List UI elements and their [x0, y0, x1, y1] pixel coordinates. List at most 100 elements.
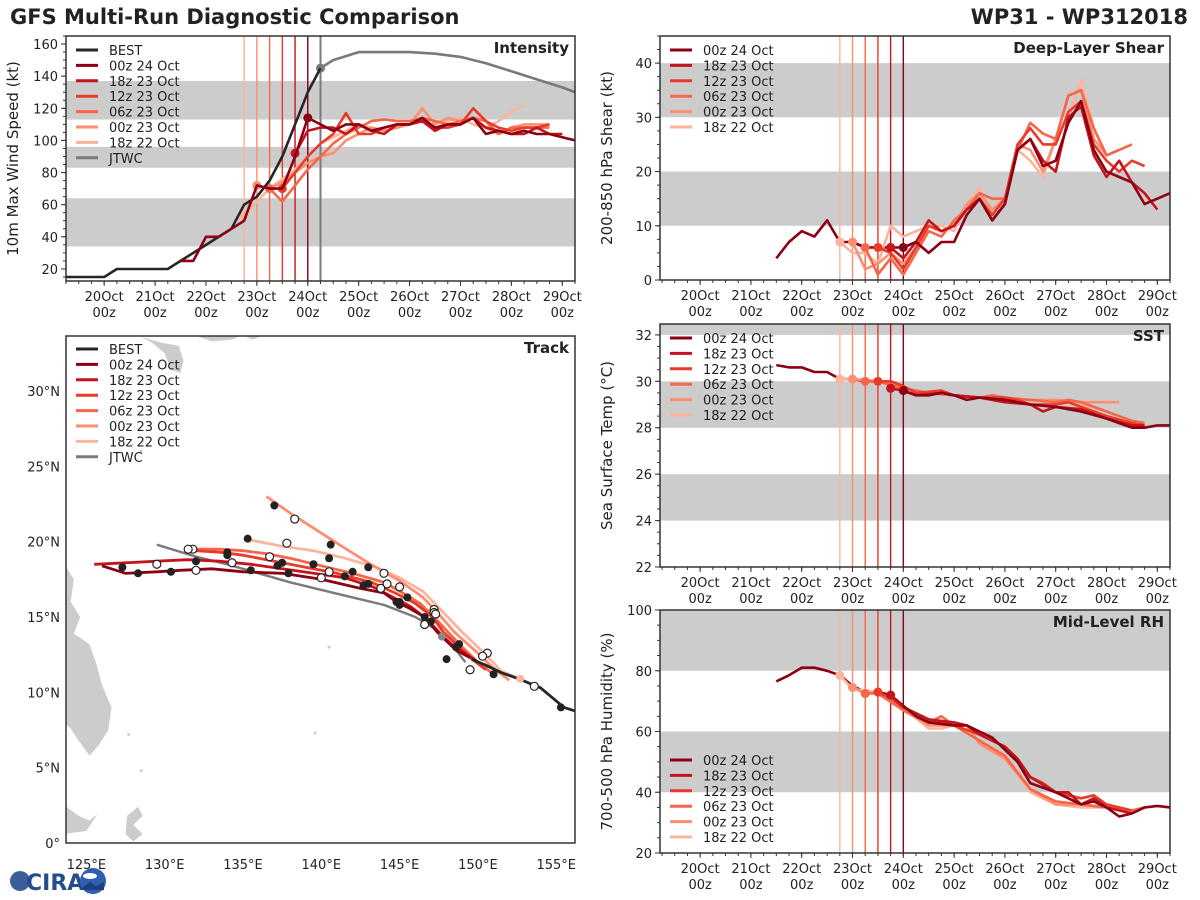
- legend-label: 18z 22 Oct: [703, 121, 774, 136]
- series-line-jtwc: [319, 50, 575, 94]
- track-position-marker: [348, 567, 357, 576]
- track-position-marker: [282, 538, 292, 548]
- legend-label: 00z 24 Oct: [703, 44, 774, 59]
- track-position-marker: [403, 593, 412, 602]
- track-position-marker: [426, 617, 435, 626]
- x-tick-label-hour: 00z: [398, 306, 422, 321]
- track-position-marker: [431, 609, 441, 619]
- island: [127, 733, 131, 737]
- x-tick-label-hour: 00z: [1095, 878, 1119, 893]
- y-tick-label: 10: [635, 220, 652, 235]
- panel-title: Track: [524, 339, 570, 357]
- x-tick-label-hour: 00z: [790, 592, 814, 607]
- x-tick-label-hour: 00z: [993, 305, 1017, 320]
- legend-label: 18z 23 Oct: [703, 347, 774, 362]
- shear-panel: 01020304020Oct00z21Oct00z22Oct00z23Oct00…: [598, 35, 1177, 320]
- legend-label: 00z 23 Oct: [109, 420, 180, 435]
- longitude-label: 145°E: [380, 858, 420, 873]
- x-tick-label-hour: 00z: [942, 305, 966, 320]
- x-tick-label-hour: 00z: [892, 305, 916, 320]
- track-position-marker: [392, 597, 401, 606]
- legend-label: 06z 23 Oct: [703, 378, 774, 393]
- series-line-12z-23-oct: [877, 379, 1145, 427]
- cloud-shape: [83, 873, 97, 879]
- sst-panel: 22242628303220Oct00z21Oct00z22Oct00z23Oc…: [598, 323, 1177, 607]
- island: [313, 731, 317, 735]
- init-marker: [873, 376, 883, 386]
- panel-title: SST: [1133, 327, 1165, 345]
- x-tick-label-hour: 00z: [688, 592, 712, 607]
- x-tick-label-date: 28Oct: [492, 290, 531, 305]
- longitude-label: 150°E: [458, 858, 498, 873]
- x-tick-label-hour: 00z: [143, 306, 167, 321]
- latitude-label: 25°N: [27, 460, 60, 475]
- series-line-00z-24-oct: [902, 99, 1170, 255]
- legend-label: 00z 23 Oct: [703, 816, 774, 831]
- sst-plot-area: [660, 324, 1170, 567]
- x-tick-label-date: 29Oct: [543, 290, 582, 305]
- x-tick-label-date: 22Oct: [782, 576, 821, 591]
- plot-frame: [659, 323, 1171, 568]
- legend-label: 06z 23 Oct: [109, 405, 180, 420]
- x-tick-label-date: 29Oct: [1138, 862, 1177, 877]
- series-line-00z-24-oct: [307, 116, 575, 142]
- x-tick-label-date: 23Oct: [833, 862, 872, 877]
- legend-label: 00z 23 Oct: [703, 106, 774, 121]
- track-position-marker: [191, 565, 201, 575]
- y-tick-label: 120: [33, 102, 58, 117]
- track-position-marker: [324, 567, 334, 577]
- x-tick-label-hour: 00z: [194, 306, 218, 321]
- island: [139, 449, 143, 453]
- y-tick-label: 20: [635, 847, 652, 862]
- legend-label: 18z 22 Oct: [703, 831, 774, 846]
- init-marker: [835, 237, 845, 247]
- legend-label: 00z 24 Oct: [109, 59, 180, 74]
- track-position-marker: [477, 651, 488, 661]
- track-position-marker: [166, 567, 175, 576]
- x-tick-label-hour: 00z: [790, 878, 814, 893]
- y-tick-label: 20: [41, 263, 58, 278]
- track-position-marker: [437, 632, 446, 641]
- init-marker: [886, 383, 896, 393]
- track-panel: 125°E 130°E 135°E 140°E 145°E 150°E 155°E0°5°N…: [27, 335, 576, 873]
- x-tick-label-date: 27Oct: [1036, 862, 1075, 877]
- track-position-marker: [529, 681, 539, 691]
- track-position-marker: [191, 557, 200, 566]
- y-tick-label: 140: [33, 70, 58, 85]
- x-tick-label-date: 20Oct: [681, 289, 720, 304]
- y-tick-label: 22: [635, 561, 652, 576]
- track-position-marker: [340, 572, 349, 581]
- legend-label: JTWC: [108, 152, 143, 167]
- x-tick-label-hour: 00z: [841, 305, 865, 320]
- track-position-marker: [516, 674, 525, 683]
- series-line-18z-23-oct: [889, 694, 1133, 815]
- x-tick-label-hour: 00z: [993, 592, 1017, 607]
- x-tick-label-date: 25Oct: [339, 290, 378, 305]
- landmass: [66, 806, 98, 834]
- legend-label: 18z 22 Oct: [109, 136, 180, 151]
- y-axis-label: 200-850 hPa Shear (kt): [598, 71, 616, 245]
- x-tick-label-hour: 00z: [1095, 592, 1119, 607]
- legend-label: 18z 23 Oct: [703, 59, 774, 74]
- longitude-label: 140°E: [302, 858, 342, 873]
- x-tick-label-hour: 00z: [739, 878, 763, 893]
- y-tick-label: 40: [635, 786, 652, 801]
- longitude-label: 155°E: [536, 858, 576, 873]
- page-title: GFS Multi-Run Diagnostic Comparison: [10, 5, 460, 29]
- x-tick-label-hour: 00z: [1146, 878, 1170, 893]
- legend-label: 18z 23 Oct: [109, 75, 180, 90]
- x-tick-label-date: 20Oct: [681, 862, 720, 877]
- y-tick-label: 32: [635, 329, 652, 344]
- x-tick-label-hour: 00z: [739, 305, 763, 320]
- track-position-marker: [382, 579, 392, 589]
- rh-panel: 2040608010020Oct00z21Oct00z22Oct00z23Oct…: [598, 604, 1177, 893]
- legend-label: 12z 23 Oct: [703, 363, 774, 378]
- panel-title: Deep-Layer Shear: [1013, 39, 1164, 57]
- x-tick-label-hour: 00z: [296, 306, 320, 321]
- threshold-band: [660, 324, 1170, 335]
- y-tick-label: 30: [635, 375, 652, 390]
- track-position-marker: [246, 566, 255, 575]
- latitude-label: 10°N: [27, 686, 60, 701]
- y-tick-label: 160: [33, 38, 58, 53]
- legend-label: 12z 23 Oct: [703, 75, 774, 90]
